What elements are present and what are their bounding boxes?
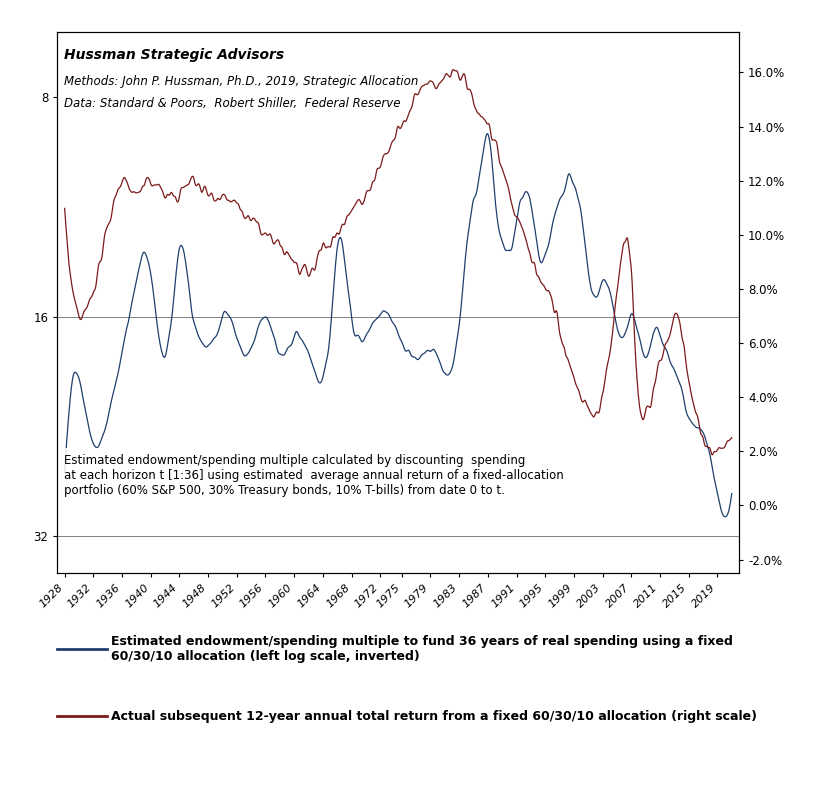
Text: Estimated endowment/spending multiple to fund 36 years of real spending using a : Estimated endowment/spending multiple to… bbox=[111, 634, 732, 663]
Text: Hussman Strategic Advisors: Hussman Strategic Advisors bbox=[64, 48, 284, 62]
Text: Data: Standard & Poors,  Robert Shiller,  Federal Reserve: Data: Standard & Poors, Robert Shiller, … bbox=[64, 97, 401, 110]
Text: Estimated endowment/spending multiple calculated by discounting  spending
at eac: Estimated endowment/spending multiple ca… bbox=[64, 454, 564, 497]
Text: Actual subsequent 12-year annual total return from a fixed 60/30/10 allocation (: Actual subsequent 12-year annual total r… bbox=[111, 710, 757, 723]
Text: Methods: John P. Hussman, Ph.D., 2019, Strategic Allocation: Methods: John P. Hussman, Ph.D., 2019, S… bbox=[64, 75, 419, 88]
